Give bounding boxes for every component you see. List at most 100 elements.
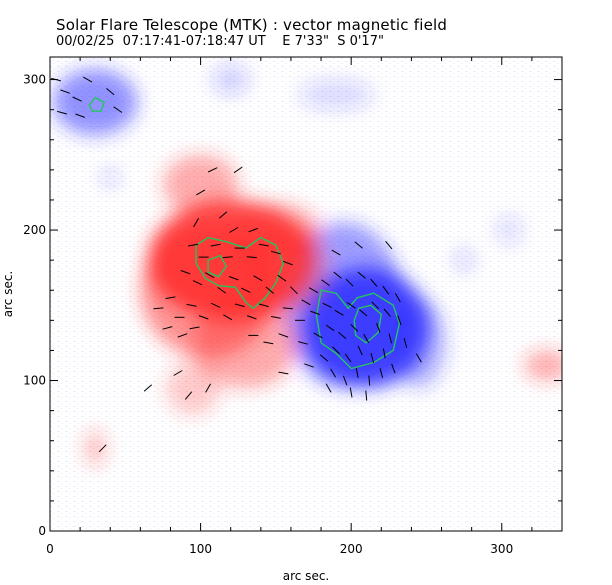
y-axis-label: arc sec. bbox=[1, 271, 15, 317]
transverse-field-vector bbox=[193, 217, 200, 228]
x-tick-label: 300 bbox=[490, 542, 513, 556]
transverse-field-vector bbox=[282, 307, 293, 310]
transverse-field-vector bbox=[233, 166, 243, 174]
negative-field-region bbox=[497, 215, 522, 246]
observation-info: 00/02/25 07:17:41-07:18:47 UT E 7'33" S … bbox=[56, 34, 384, 49]
negative-field-region bbox=[391, 297, 447, 389]
chart-title: Solar Flare Telescope (MTK) : vector mag… bbox=[56, 16, 448, 34]
transverse-field-vector bbox=[210, 302, 221, 308]
plot-frame bbox=[49, 56, 563, 532]
transverse-field-vector bbox=[385, 240, 393, 250]
transverse-field-vector bbox=[258, 243, 269, 247]
transverse-field-vector bbox=[391, 363, 396, 374]
positive-field-region bbox=[524, 350, 562, 381]
transverse-field-vector bbox=[222, 256, 233, 259]
transverse-field-vector bbox=[162, 326, 173, 330]
transverse-field-vector bbox=[246, 315, 257, 320]
transverse-field-vector bbox=[376, 323, 381, 333]
transverse-field-vector bbox=[60, 89, 70, 94]
transverse-field-vector bbox=[153, 307, 164, 310]
transverse-field-vector bbox=[72, 96, 82, 102]
negative-field-region bbox=[101, 169, 120, 185]
x-tick-label: 200 bbox=[340, 542, 363, 556]
y-tick-label: 0 bbox=[38, 524, 46, 538]
transverse-field-vector bbox=[205, 383, 212, 393]
transverse-field-vector bbox=[229, 227, 239, 233]
transverse-field-vector bbox=[210, 243, 221, 247]
transverse-field-vector bbox=[415, 353, 422, 363]
transverse-field-vector bbox=[371, 301, 380, 310]
field-contour-negative bbox=[88, 96, 106, 112]
field-contour-negative bbox=[315, 289, 401, 370]
transverse-field-vector bbox=[113, 106, 123, 113]
transverse-field-vector bbox=[359, 309, 368, 317]
transverse-field-vector bbox=[265, 286, 275, 294]
transverse-field-vector bbox=[354, 241, 363, 249]
transverse-field-vector bbox=[383, 308, 391, 317]
transverse-field-vector bbox=[270, 316, 281, 319]
transverse-field-vector bbox=[192, 280, 203, 286]
transverse-field-vector bbox=[186, 303, 197, 307]
transverse-field-vector bbox=[217, 286, 227, 294]
transverse-field-vector bbox=[349, 387, 353, 398]
transverse-field-vector bbox=[334, 309, 344, 316]
transverse-field-vector bbox=[218, 211, 228, 219]
transverse-field-vector bbox=[382, 348, 386, 359]
transverse-field-vector bbox=[370, 278, 378, 287]
vector-layer bbox=[51, 76, 422, 453]
transverse-field-vector bbox=[313, 332, 323, 339]
negative-field-region bbox=[53, 69, 138, 136]
transverse-field-vector bbox=[228, 276, 239, 281]
transverse-field-vector bbox=[263, 341, 274, 345]
transverse-field-vector bbox=[322, 302, 332, 308]
transverse-field-vector bbox=[83, 76, 93, 83]
x-tick-label: 0 bbox=[46, 542, 54, 556]
axis-layer: 0 100 200 300 0 100 200 300 bbox=[23, 57, 563, 556]
transverse-field-vector bbox=[234, 303, 245, 308]
transverse-field-vector bbox=[379, 368, 384, 378]
transverse-field-vector bbox=[330, 368, 337, 378]
negative-field-region bbox=[455, 248, 474, 273]
positive-field-region bbox=[165, 360, 221, 416]
transverse-field-vector bbox=[301, 299, 311, 306]
transverse-field-vector bbox=[333, 271, 342, 279]
y-tick-label: 300 bbox=[23, 73, 46, 87]
transverse-field-vector bbox=[253, 275, 263, 282]
transverse-field-vector bbox=[344, 353, 352, 363]
transverse-field-vector bbox=[346, 301, 356, 309]
transverse-field-vector bbox=[321, 279, 330, 287]
transverse-field-vector bbox=[207, 167, 218, 173]
transverse-field-vector bbox=[196, 189, 206, 196]
transverse-field-vector bbox=[363, 333, 370, 343]
transverse-field-vector bbox=[177, 333, 188, 338]
transverse-field-vector bbox=[165, 296, 176, 300]
positive-field-region bbox=[162, 154, 239, 215]
transverse-field-vector bbox=[278, 371, 289, 375]
transverse-field-vector bbox=[248, 227, 259, 233]
transverse-field-vector bbox=[57, 110, 68, 115]
transverse-field-vector bbox=[205, 272, 215, 279]
transverse-field-vector bbox=[180, 270, 191, 275]
transverse-field-vector bbox=[325, 383, 332, 393]
transverse-field-vector bbox=[350, 323, 359, 332]
x-tick-label: 100 bbox=[189, 542, 212, 556]
positive-field-region bbox=[193, 297, 299, 389]
transverse-field-vector bbox=[298, 341, 308, 345]
transverse-field-vector bbox=[283, 260, 293, 266]
transverse-field-vector bbox=[258, 303, 269, 308]
transverse-field-vector bbox=[342, 375, 348, 386]
transverse-field-vector bbox=[308, 287, 319, 294]
transverse-field-vector bbox=[223, 314, 233, 321]
transverse-field-vector bbox=[337, 331, 347, 339]
transverse-field-vector bbox=[290, 286, 298, 295]
transverse-field-vector bbox=[189, 326, 200, 330]
positive-field-region bbox=[253, 222, 329, 313]
transverse-field-vector bbox=[368, 375, 371, 386]
transverse-field-vector bbox=[75, 113, 85, 118]
transverse-field-vector bbox=[403, 337, 408, 348]
transverse-field-vector bbox=[98, 444, 107, 453]
transverse-field-vector bbox=[394, 293, 401, 303]
field-contour-negative bbox=[353, 304, 383, 344]
transverse-field-vector bbox=[355, 368, 359, 378]
